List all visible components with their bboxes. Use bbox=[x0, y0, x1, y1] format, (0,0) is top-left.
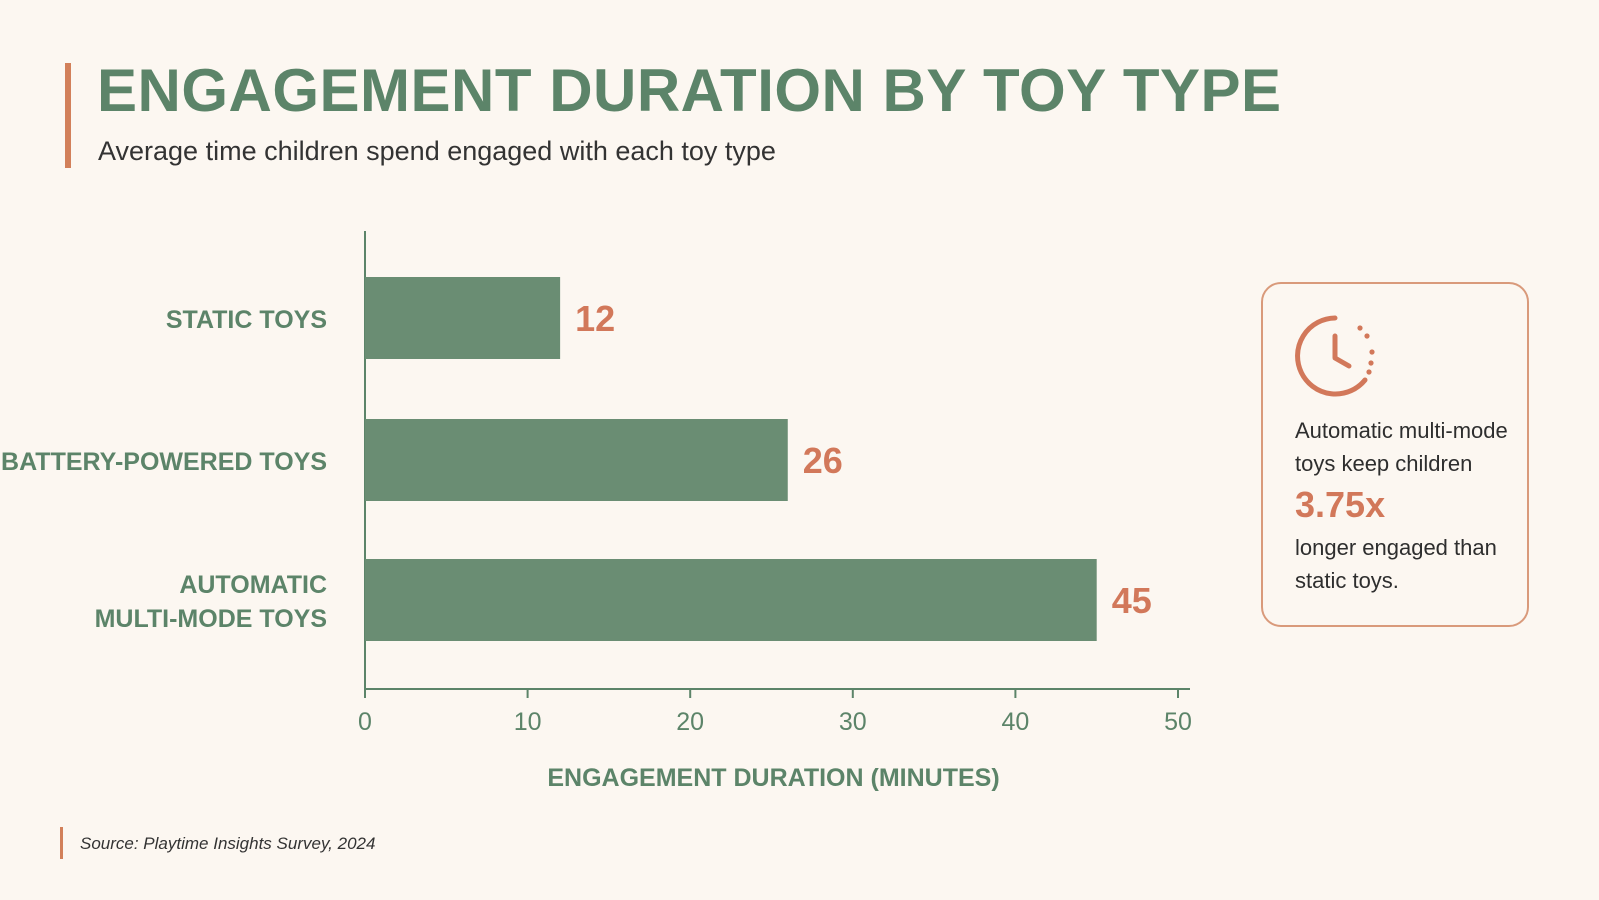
insight-callout: Automatic multi-mode toys keep children … bbox=[1261, 282, 1529, 627]
chart-subtitle: Average time children spend engaged with… bbox=[98, 136, 776, 166]
x-tick-label: 0 bbox=[358, 708, 372, 736]
x-axis-title: ENGAGEMENT DURATION (MINUTES) bbox=[547, 764, 999, 792]
bar bbox=[365, 559, 1097, 641]
callout-text-after: longer engaged than static toys. bbox=[1295, 535, 1497, 593]
bar bbox=[365, 277, 561, 359]
clock-icon bbox=[1295, 315, 1375, 397]
bar-value-label: 12 bbox=[575, 298, 615, 339]
category-label: BATTERY-POWERED TOYS bbox=[1, 448, 327, 476]
title-accent-bar bbox=[65, 63, 71, 168]
category-label: AUTOMATIC bbox=[179, 571, 327, 599]
bar-value-label: 26 bbox=[803, 440, 843, 481]
callout-highlight-value: 3.75x bbox=[1295, 484, 1386, 525]
source-accent-bar bbox=[60, 827, 63, 859]
x-tick-label: 30 bbox=[839, 708, 867, 736]
x-tick-label: 50 bbox=[1164, 708, 1192, 736]
callout-text-before: Automatic multi-mode toys keep children bbox=[1295, 418, 1508, 476]
bar bbox=[365, 419, 788, 501]
category-label: STATIC TOYS bbox=[166, 306, 327, 334]
x-tick-label: 20 bbox=[676, 708, 704, 736]
bar-value-label: 45 bbox=[1112, 580, 1152, 621]
x-tick-label: 40 bbox=[1001, 708, 1029, 736]
source-note: Source: Playtime Insights Survey, 2024 bbox=[80, 834, 376, 853]
x-tick-label: 10 bbox=[514, 708, 542, 736]
chart-title: ENGAGEMENT DURATION BY TOY TYPE bbox=[97, 57, 1282, 124]
category-label: MULTI-MODE TOYS bbox=[95, 605, 327, 633]
